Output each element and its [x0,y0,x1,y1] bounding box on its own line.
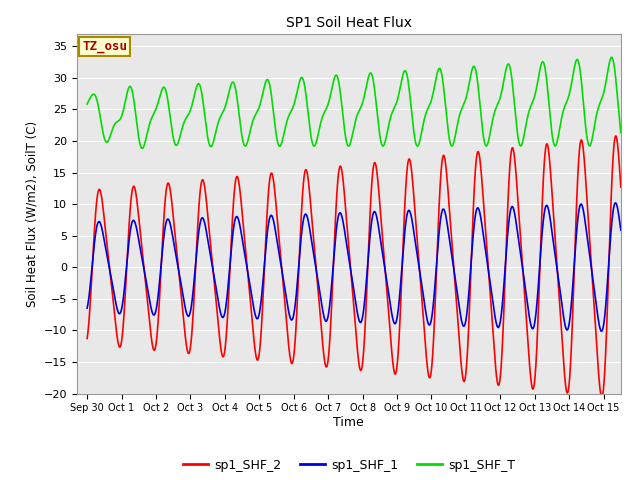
sp1_SHF_T [431,84,438,90]
sp1_SHF_2 [83,336,91,341]
sp1_SHF_T [481,142,489,148]
Title: SP1 Soil Heat Flux: SP1 Soil Heat Flux [286,16,412,30]
sp1_SHF_T [403,73,411,79]
Line: sp1_SHF_1: sp1_SHF_1 [87,203,621,331]
sp1_SHF_1 [180,299,188,304]
sp1_SHF_1 [598,328,605,334]
sp1_SHF_T [138,145,146,151]
sp1_SHF_2 [598,394,605,400]
sp1_SHF_1 [430,292,438,298]
Legend: sp1_SHF_2, sp1_SHF_1, sp1_SHF_T: sp1_SHF_2, sp1_SHF_1, sp1_SHF_T [177,454,520,477]
sp1_SHF_T [617,130,625,135]
sp1_SHF_1 [403,211,411,217]
sp1_SHF_1 [617,227,625,233]
sp1_SHF_T [83,101,91,107]
sp1_SHF_T [522,122,530,128]
sp1_SHF_T [287,108,295,114]
Y-axis label: Soil Heat Flux (W/m2), SoilT (C): Soil Heat Flux (W/m2), SoilT (C) [25,120,38,307]
Text: TZ_osu: TZ_osu [82,40,127,53]
sp1_SHF_T [608,54,616,60]
sp1_SHF_1 [522,289,530,295]
sp1_SHF_2 [617,184,625,190]
X-axis label: Time: Time [333,416,364,429]
sp1_SHF_2 [180,322,188,328]
sp1_SHF_2 [612,133,620,139]
sp1_SHF_2 [522,309,530,315]
sp1_SHF_2 [287,359,295,365]
sp1_SHF_1 [612,200,620,206]
Line: sp1_SHF_T: sp1_SHF_T [87,57,621,148]
Line: sp1_SHF_2: sp1_SHF_2 [87,136,621,397]
sp1_SHF_2 [403,166,411,171]
sp1_SHF_1 [287,317,295,323]
sp1_SHF_1 [83,305,91,311]
sp1_SHF_1 [481,246,489,252]
sp1_SHF_2 [430,324,438,329]
sp1_SHF_2 [481,226,489,231]
sp1_SHF_T [180,119,188,125]
